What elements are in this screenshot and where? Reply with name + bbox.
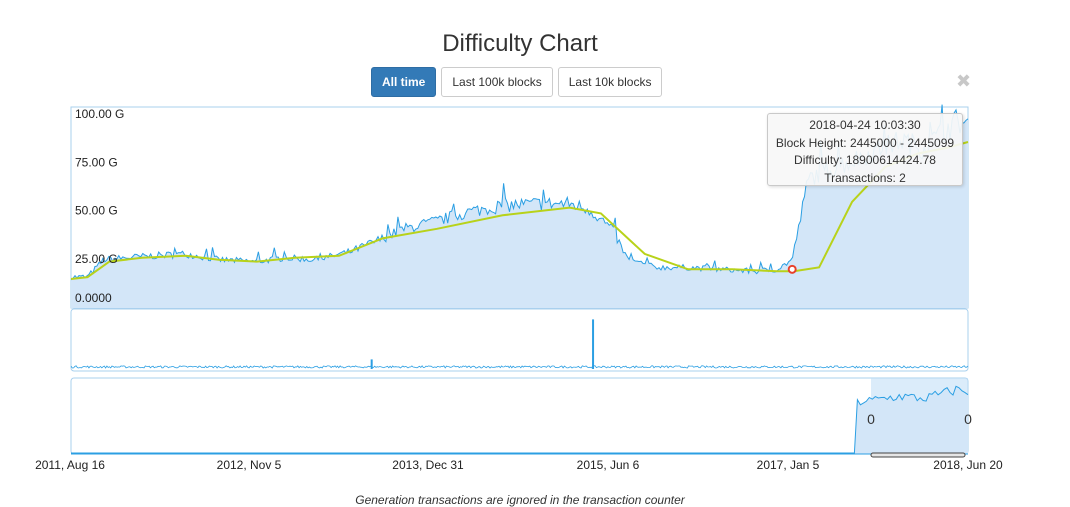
range-button-group: All time Last 100k blocks Last 10k block… [371, 67, 663, 97]
last-10k-blocks-button[interactable]: Last 10k blocks [557, 67, 663, 97]
x-tick-label: 2018, Jun 20 [933, 458, 1003, 472]
transactions-panel [70, 308, 969, 372]
x-tick-label: 2017, Jan 5 [757, 458, 820, 472]
tooltip-transactions: Transactions: 2 [824, 170, 906, 185]
y-tick-label: 100.00 G [75, 107, 124, 121]
y-axis-ticks: 100.00 G 75.00 G 50.00 G 25.00 G 0.0000 [75, 107, 124, 305]
navigator-handle-right: 0 [964, 411, 972, 427]
tooltip-block-height: Block Height: 2445000 - 2445099 [775, 135, 955, 150]
average-difficulty-line [70, 141, 969, 280]
navigator-scrollbar [870, 452, 966, 458]
y-tick-label: 0.0000 [75, 291, 112, 305]
x-tick-label: 2011, Aug 16 [35, 458, 105, 472]
navigator-frame [70, 377, 969, 455]
data-tooltip: 2018-04-24 10:03:30 Block Height: 244500… [767, 113, 963, 186]
footnote: Generation transactions are ignored in t… [355, 493, 685, 507]
x-tick-label: 2015, Jun 6 [577, 458, 640, 472]
close-icon[interactable]: ✖ [956, 71, 972, 91]
tooltip-difficulty: Difficulty: 18900614424.78 [794, 153, 936, 167]
x-tick-label: 2012, Nov 5 [217, 458, 282, 472]
y-tick-label: 50.00 G [75, 204, 118, 218]
navigator-line [71, 385, 969, 454]
hover-point-marker [787, 264, 797, 274]
navigator-area [71, 386, 968, 454]
last-100k-blocks-button[interactable]: Last 100k blocks [441, 67, 553, 97]
transactions-line [70, 365, 969, 369]
page-title: Difficulty Chart [442, 30, 598, 57]
all-time-button[interactable]: All time [371, 67, 437, 97]
navigator-handle-left: 0 [867, 411, 875, 427]
transactions-frame [70, 308, 969, 372]
y-tick-label: 75.00 G [75, 155, 118, 169]
tooltip-date: 2018-04-24 10:03:30 [809, 118, 921, 132]
y-tick-label: 25.00 G [75, 252, 118, 266]
x-tick-label: 2013, Dec 31 [392, 458, 464, 472]
x-axis-ticks: 2011, Aug 16 2012, Nov 5 2013, Dec 31 2015,… [35, 458, 1003, 472]
